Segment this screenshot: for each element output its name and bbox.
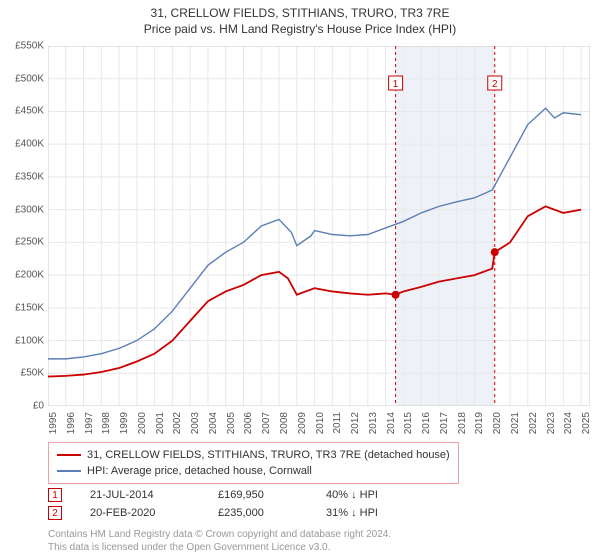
x-tick-label: 1996 xyxy=(66,412,77,442)
sale-pct: 31% ↓ HPI xyxy=(326,507,426,519)
y-tick-label: £450K xyxy=(0,106,44,117)
chart-subtitle: Price paid vs. HM Land Registry's House … xyxy=(0,22,600,36)
x-tick-label: 1998 xyxy=(101,412,112,442)
sales-table: 1 21-JUL-2014 £169,950 40% ↓ HPI 2 20-FEB-202… xyxy=(48,488,590,524)
x-tick-label: 2005 xyxy=(226,412,237,442)
title-block: 31, CRELLOW FIELDS, STITHIANS, TRURO, TR… xyxy=(0,0,600,36)
y-tick-label: £100K xyxy=(0,335,44,346)
plot-svg: 12 xyxy=(48,46,590,406)
y-tick-label: £0 xyxy=(0,401,44,412)
sale-date: 21-JUL-2014 xyxy=(90,489,190,501)
chart-title: 31, CRELLOW FIELDS, STITHIANS, TRURO, TR… xyxy=(0,6,600,20)
sale-row: 1 21-JUL-2014 £169,950 40% ↓ HPI xyxy=(48,488,590,502)
sale-price: £169,950 xyxy=(218,489,298,501)
legend: 31, CRELLOW FIELDS, STITHIANS, TRURO, TR… xyxy=(48,442,459,484)
chart-container: 31, CRELLOW FIELDS, STITHIANS, TRURO, TR… xyxy=(0,0,600,560)
footer-line-2: This data is licensed under the Open Gov… xyxy=(48,541,391,554)
y-tick-label: £150K xyxy=(0,302,44,313)
legend-row: HPI: Average price, detached house, Corn… xyxy=(57,463,450,479)
x-tick-label: 2017 xyxy=(439,412,450,442)
sale-marker: 1 xyxy=(48,488,62,502)
x-tick-label: 2025 xyxy=(581,412,592,442)
legend-label: 31, CRELLOW FIELDS, STITHIANS, TRURO, TR… xyxy=(87,447,450,463)
sale-marker: 2 xyxy=(48,506,62,520)
y-tick-label: £200K xyxy=(0,270,44,281)
svg-text:1: 1 xyxy=(393,79,399,90)
legend-swatch xyxy=(57,454,81,456)
x-tick-label: 1997 xyxy=(84,412,95,442)
x-tick-label: 2003 xyxy=(190,412,201,442)
y-tick-label: £250K xyxy=(0,237,44,248)
sale-pct: 40% ↓ HPI xyxy=(326,489,426,501)
x-tick-label: 2007 xyxy=(261,412,272,442)
x-tick-label: 2024 xyxy=(563,412,574,442)
x-tick-label: 2023 xyxy=(546,412,557,442)
x-tick-label: 2009 xyxy=(297,412,308,442)
footer: Contains HM Land Registry data © Crown c… xyxy=(48,528,391,554)
x-tick-label: 2012 xyxy=(350,412,361,442)
footer-line-1: Contains HM Land Registry data © Crown c… xyxy=(48,528,391,541)
x-tick-label: 2022 xyxy=(528,412,539,442)
plot-area: 12 xyxy=(48,46,590,406)
y-tick-label: £500K xyxy=(0,73,44,84)
x-tick-label: 2010 xyxy=(315,412,326,442)
x-tick-label: 2004 xyxy=(208,412,219,442)
sale-date: 20-FEB-2020 xyxy=(90,507,190,519)
legend-label: HPI: Average price, detached house, Corn… xyxy=(87,463,312,479)
x-tick-label: 2015 xyxy=(403,412,414,442)
legend-row: 31, CRELLOW FIELDS, STITHIANS, TRURO, TR… xyxy=(57,447,450,463)
x-tick-label: 2011 xyxy=(332,412,343,442)
y-tick-label: £300K xyxy=(0,204,44,215)
y-tick-label: £550K xyxy=(0,41,44,52)
svg-text:2: 2 xyxy=(492,79,498,90)
x-tick-label: 1999 xyxy=(119,412,130,442)
x-tick-label: 2021 xyxy=(510,412,521,442)
x-tick-label: 1995 xyxy=(48,412,59,442)
x-tick-label: 2018 xyxy=(457,412,468,442)
x-tick-label: 2002 xyxy=(172,412,183,442)
x-tick-label: 2014 xyxy=(386,412,397,442)
x-tick-label: 2006 xyxy=(243,412,254,442)
x-tick-label: 2000 xyxy=(137,412,148,442)
y-tick-label: £400K xyxy=(0,139,44,150)
x-tick-label: 2013 xyxy=(368,412,379,442)
x-tick-label: 2016 xyxy=(421,412,432,442)
legend-swatch xyxy=(57,470,81,472)
x-tick-label: 2001 xyxy=(155,412,166,442)
x-tick-label: 2019 xyxy=(474,412,485,442)
y-tick-label: £50K xyxy=(0,368,44,379)
x-tick-label: 2008 xyxy=(279,412,290,442)
x-tick-label: 2020 xyxy=(492,412,503,442)
sale-price: £235,000 xyxy=(218,507,298,519)
sale-row: 2 20-FEB-2020 £235,000 31% ↓ HPI xyxy=(48,506,590,520)
y-tick-label: £350K xyxy=(0,171,44,182)
